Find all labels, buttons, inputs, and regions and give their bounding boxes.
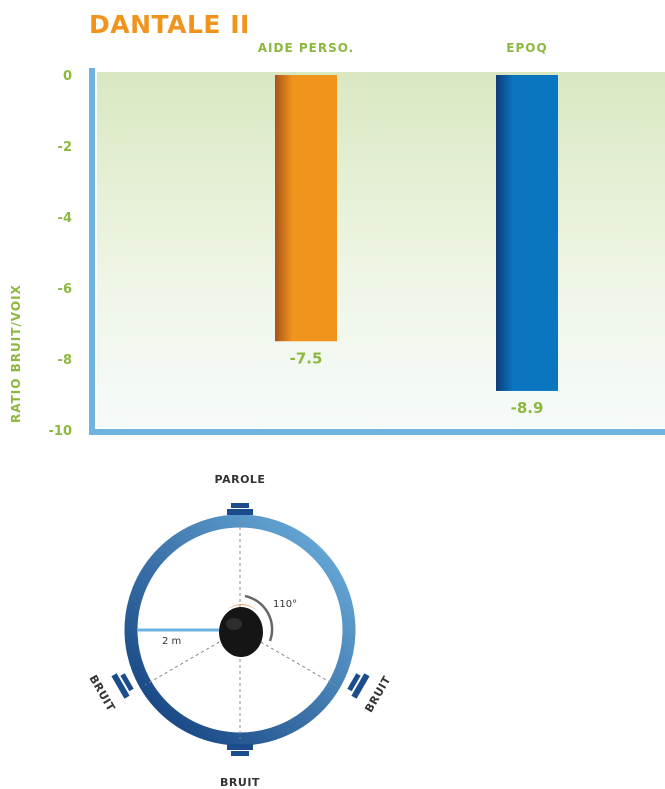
bar-aide-perso — [275, 75, 337, 342]
value-label: -7.5 — [290, 349, 323, 367]
y-tick-label: -2 — [58, 140, 72, 155]
test-setup-diagram: 2 m 110° PAROLE BRUIT BRUIT BRUI — [86, 473, 393, 789]
y-tick-label: -4 — [58, 211, 72, 226]
y-tick-label: -10 — [49, 424, 73, 439]
category-labels: AIDE PERSO. EPOQ — [258, 41, 547, 55]
angle-label: 110° — [273, 599, 297, 610]
value-labels: -7.5 -8.9 — [290, 349, 544, 417]
bars — [275, 75, 558, 391]
category-label: AIDE PERSO. — [258, 41, 354, 55]
angle-arc — [244, 594, 274, 642]
y-tick-labels: 0 -2 -4 -6 -8 -10 — [49, 69, 73, 439]
speaker-top-icon — [227, 503, 253, 515]
chart-title: DANTALE II — [89, 10, 250, 39]
listener-head-icon — [219, 604, 263, 657]
y-tick-label: -8 — [58, 353, 72, 368]
speaker-bottom-label: BRUIT — [220, 776, 260, 789]
speaker-left-icon — [111, 673, 134, 699]
category-label: EPOQ — [506, 41, 547, 55]
speaker-left-label: BRUIT — [86, 673, 117, 714]
value-label: -8.9 — [511, 399, 544, 417]
speaker-right-icon — [347, 673, 370, 699]
plot-background — [97, 72, 665, 428]
bar-epoq — [496, 75, 558, 391]
y-tick-label: 0 — [63, 69, 72, 84]
speaker-top-label: PAROLE — [215, 473, 266, 486]
speaker-bottom-icon — [227, 744, 253, 756]
y-tick-label: -6 — [58, 282, 72, 297]
radius-label: 2 m — [162, 636, 181, 647]
